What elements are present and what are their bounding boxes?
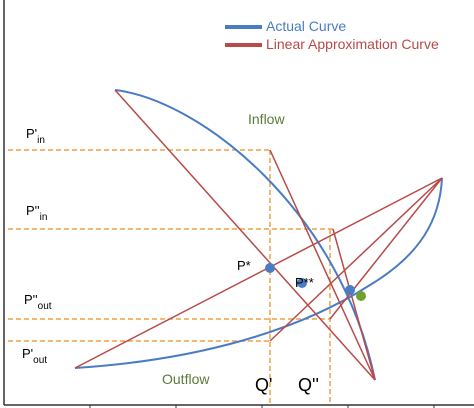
point (297, 278, 307, 288)
y-label-sub: in (40, 212, 48, 223)
y-label-sub: in (37, 135, 45, 146)
legend-label: Actual Curve (266, 18, 346, 34)
y-label: P''in (26, 203, 47, 223)
x-label: Q'' (298, 375, 319, 395)
y-label: P''out (24, 292, 52, 312)
y-label-main: P' (22, 346, 33, 361)
point-label: P** (295, 275, 314, 290)
y-label-main: P' (26, 126, 37, 141)
y-label-sub: out (33, 355, 47, 366)
y-label-main: P'' (26, 203, 40, 218)
inflow-curve (114, 89, 376, 381)
point (345, 285, 355, 295)
x-label: Q' (255, 375, 272, 395)
point (265, 263, 275, 273)
y-label: P'in (26, 126, 45, 146)
y-label: P'out (22, 346, 47, 366)
approximation-lines (74, 89, 443, 381)
guide-lines (8, 149, 333, 405)
y-label-sub: out (38, 301, 52, 312)
axis-ticks (89, 405, 435, 408)
curve-label: Inflow (248, 111, 285, 127)
y-label-main: P'' (24, 292, 38, 307)
point (356, 291, 366, 301)
legend-label: Linear Approximation Curve (266, 36, 439, 52)
curve-label: Outflow (162, 371, 210, 387)
point-label: P* (237, 258, 251, 273)
